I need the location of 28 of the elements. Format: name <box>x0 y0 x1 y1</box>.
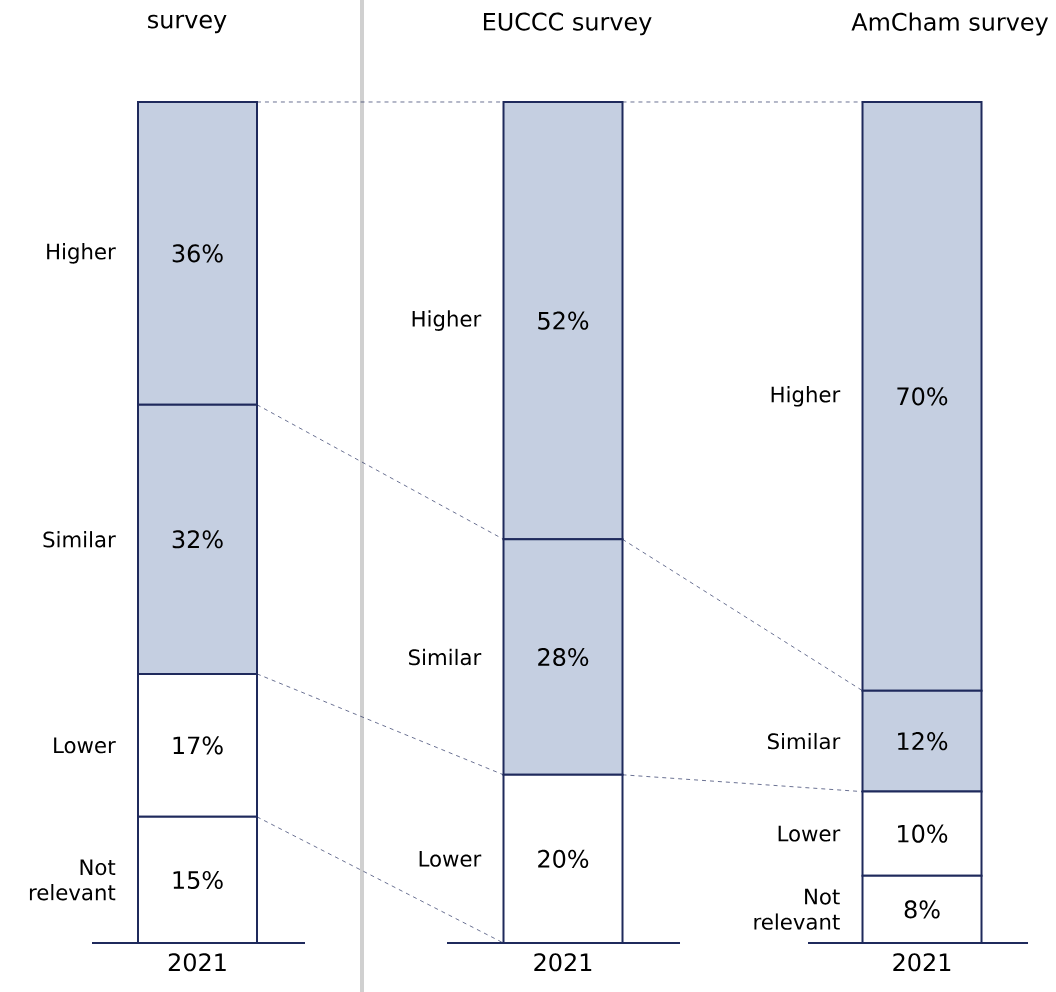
series-label: Higher <box>47 243 116 264</box>
data-label: 20% <box>538 849 589 868</box>
data-label: 8% <box>904 900 940 919</box>
series-label: Lower <box>419 850 482 867</box>
data-label: 52% <box>538 311 589 330</box>
data-label: 32% <box>172 530 223 549</box>
series-label: Similar <box>43 531 116 548</box>
data-label: 17% <box>173 736 223 755</box>
data-label: 12% <box>898 732 948 751</box>
x-tick-label: 2021 <box>893 953 951 972</box>
series-label: Higher <box>771 386 841 407</box>
series-label: Not relevant <box>754 888 840 930</box>
data-label: 70% <box>897 387 948 406</box>
data-label: 36% <box>172 244 223 263</box>
data-label: 28% <box>538 648 589 667</box>
data-label: 10% <box>898 824 948 843</box>
x-tick-label: 2021 <box>534 953 592 972</box>
series-label: Higher <box>412 310 482 331</box>
chart-title: EUCCC survey <box>483 12 652 36</box>
series-label: Lower <box>778 825 841 842</box>
data-label: 15% <box>173 870 223 889</box>
x-tick-label: 2021 <box>168 953 226 972</box>
chart-title: AmCham survey <box>851 12 1049 36</box>
series-label: Similar <box>408 648 482 666</box>
series-label: Similar <box>767 732 841 750</box>
series-label: Lower <box>54 737 116 754</box>
chart-title: survey <box>148 14 227 34</box>
series-label: Not relevant <box>29 859 116 901</box>
